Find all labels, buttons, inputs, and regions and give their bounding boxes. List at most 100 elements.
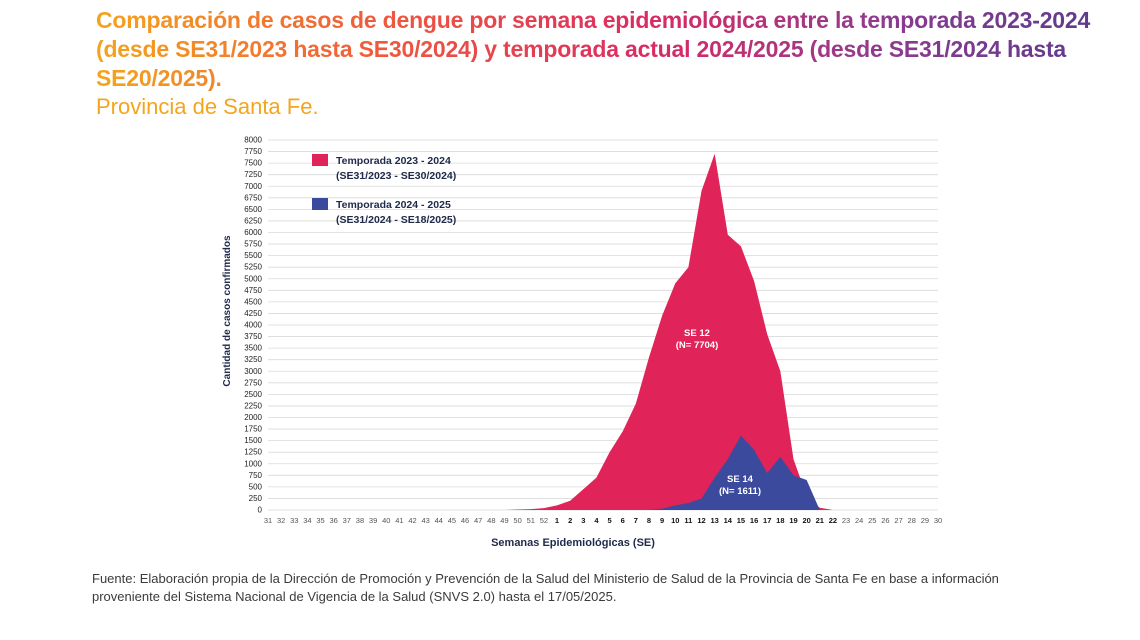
legend-label: Temporada 2024 - 2025 [336,199,451,211]
x-tick-label: 34 [303,516,311,525]
x-tick-label: 15 [737,516,745,525]
x-tick-label: 40 [382,516,390,525]
y-tick-label: 6500 [244,205,262,214]
x-tick-label: 51 [527,516,535,525]
x-tick-label: 36 [330,516,338,525]
y-tick-label: 5250 [244,263,262,272]
y-tick-label: 5500 [244,251,262,260]
y-tick-label: 2000 [244,413,262,422]
y-tick-label: 7250 [244,170,262,179]
x-tick-label: 32 [277,516,285,525]
x-tick-label: 38 [356,516,364,525]
x-tick-label: 44 [435,516,443,525]
x-tick-label: 24 [855,516,863,525]
y-tick-label: 250 [249,494,263,503]
y-tick-label: 6250 [244,216,262,225]
x-tick-label: 5 [607,516,611,525]
series-area-2023-2024 [268,153,938,510]
x-tick-label: 27 [894,516,902,525]
y-tick-label: 4250 [244,309,262,318]
x-tick-label: 30 [934,516,942,525]
dengue-cases-chart: 0250500750100012501500175020002250250027… [222,136,942,550]
x-tick-label: 35 [316,516,324,525]
legend-swatch [312,198,328,210]
x-tick-label: 41 [395,516,403,525]
annotation-count: (N= 1611) [719,486,761,497]
x-tick-label: 4 [594,516,599,525]
x-tick-label: 50 [513,516,521,525]
x-tick-label: 29 [921,516,929,525]
x-tick-label: 10 [671,516,679,525]
y-axis-label: Cantidad de casos confirmados [222,235,233,387]
y-tick-label: 3500 [244,344,262,353]
x-tick-label: 31 [264,516,272,525]
y-tick-label: 1250 [244,448,262,457]
x-tick-label: 48 [487,516,495,525]
axes: 0250500750100012501500175020002250250027… [222,136,942,550]
y-tick-label: 1750 [244,425,262,434]
legend-swatch [312,154,328,166]
x-tick-label: 14 [724,516,733,525]
x-axis-label: Semanas Epidemiológicas (SE) [491,537,655,549]
legend: Temporada 2023 - 2024 (SE31/2023 - SE30/2… [312,154,456,226]
y-tick-label: 2750 [244,378,262,387]
gridlines [268,139,938,511]
x-tick-label: 52 [540,516,548,525]
y-tick-label: 1000 [244,459,262,468]
x-tick-label: 17 [763,516,771,525]
x-tick-label: 28 [908,516,916,525]
x-tick-label: 19 [789,516,797,525]
x-tick-label: 46 [461,516,469,525]
series-areas [268,153,938,510]
x-tick-label: 39 [369,516,377,525]
header: Comparación de casos de dengue por seman… [96,6,1106,121]
x-tick-label: 2 [568,516,572,525]
y-tick-label: 7500 [244,159,262,168]
x-tick-label: 25 [868,516,876,525]
y-tick-label: 4500 [244,297,262,306]
y-tick-label: 8000 [244,136,262,145]
y-tick-label: 4750 [244,286,262,295]
chart-title: Comparación de casos de dengue por seman… [96,6,1106,93]
y-tick-label: 4000 [244,321,262,330]
x-tick-label: 9 [660,516,664,525]
y-tick-label: 0 [258,506,263,515]
y-tick-label: 750 [249,471,263,480]
x-tick-label: 11 [684,516,692,525]
x-tick-label: 43 [421,516,429,525]
legend-label: Temporada 2023 - 2024 [336,155,451,167]
y-tick-label: 3250 [244,355,262,364]
y-tick-label: 6750 [244,193,262,202]
annotation-count: (N= 7704) [676,340,719,351]
x-tick-label: 8 [647,516,651,525]
x-tick-label: 20 [802,516,810,525]
y-tick-label: 1500 [244,436,262,445]
x-tick-label: 3 [581,516,585,525]
legend-sublabel: (SE31/2023 - SE30/2024) [336,170,456,182]
annotation-week: SE 14 [727,474,754,485]
x-tick-label: 47 [474,516,482,525]
y-tick-label: 2250 [244,401,262,410]
y-tick-label: 5750 [244,240,262,249]
annotation-week: SE 12 [684,328,710,339]
x-tick-label: 16 [750,516,758,525]
y-tick-label: 3000 [244,367,262,376]
x-tick-label: 21 [816,516,824,525]
x-tick-label: 1 [555,516,559,525]
x-tick-label: 26 [881,516,889,525]
y-tick-label: 7000 [244,182,262,191]
x-tick-label: 18 [776,516,784,525]
y-tick-label: 6000 [244,228,262,237]
x-tick-label: 12 [697,516,705,525]
annotations: SE 12(N= 7704) SE 14(N= 1611) [676,328,761,497]
chart-subtitle: Provincia de Santa Fe. [96,94,319,119]
y-tick-label: 2500 [244,390,262,399]
y-tick-label: 500 [249,482,263,491]
series-area-2024-2025 [268,435,938,510]
y-tick-label: 5000 [244,274,262,283]
x-tick-label: 6 [621,516,625,525]
x-tick-label: 23 [842,516,850,525]
x-tick-label: 7 [634,516,638,525]
x-tick-label: 45 [448,516,456,525]
legend-sublabel: (SE31/2024 - SE18/2025) [336,214,456,226]
